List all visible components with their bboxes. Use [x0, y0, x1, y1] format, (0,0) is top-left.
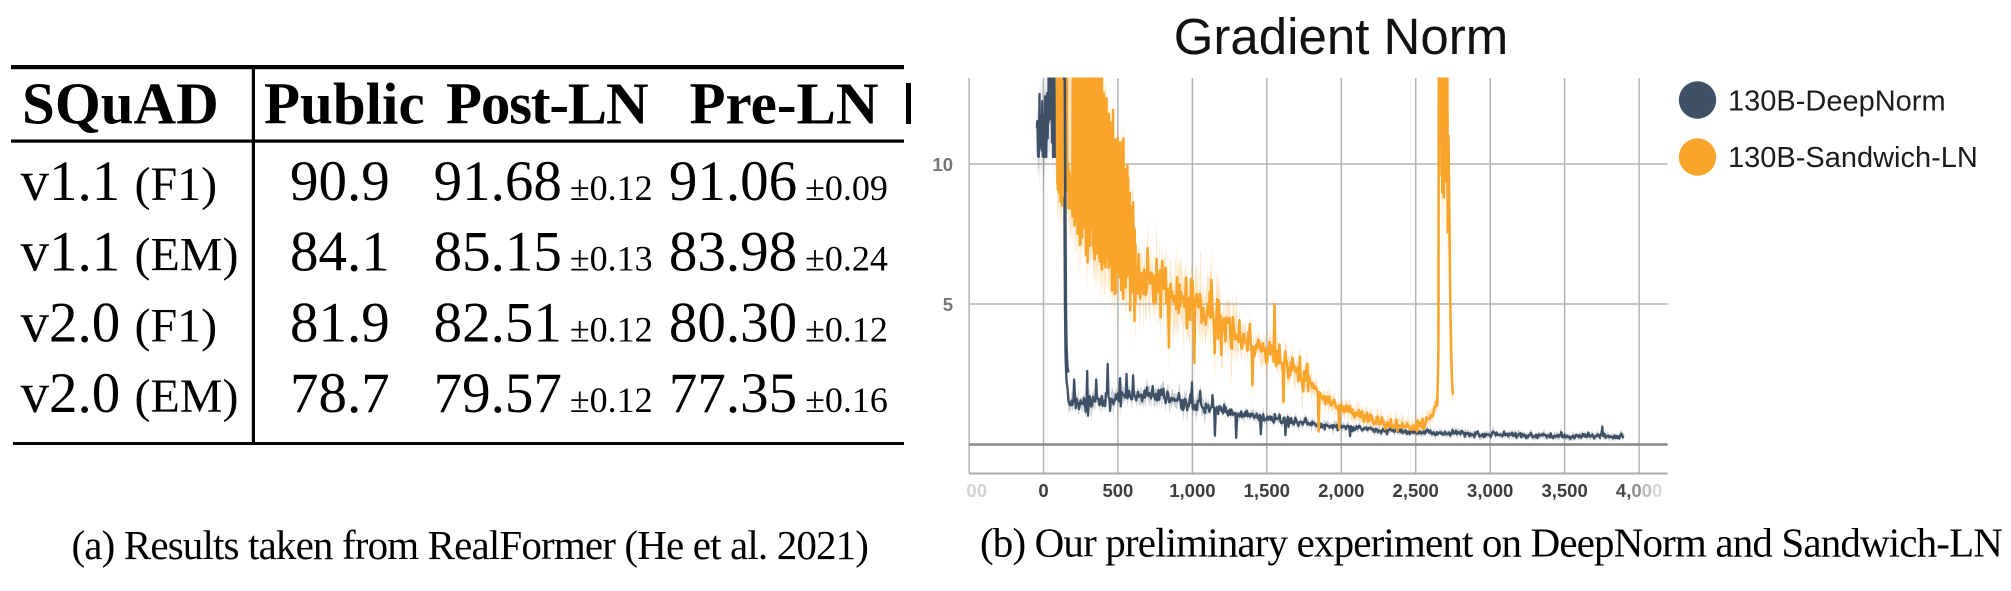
svg-text:2,500: 2,500 — [1393, 480, 1439, 501]
svg-text:(b) Our preliminary experiment: (b) Our preliminary experiment on DeepNo… — [980, 520, 2002, 566]
svg-text:90.9: 90.9 — [290, 150, 390, 213]
svg-text:130B-Sandwich-LN: 130B-Sandwich-LN — [1728, 142, 1978, 174]
svg-text:81.9: 81.9 — [290, 292, 390, 355]
svg-text:SQuAD: SQuAD — [22, 71, 219, 137]
svg-text:00: 00 — [966, 480, 987, 501]
svg-text:v1.1 (F1): v1.1 (F1) — [21, 150, 218, 213]
svg-text:1,500: 1,500 — [1244, 480, 1290, 501]
svg-text:v1.1 (EM): v1.1 (EM) — [21, 220, 239, 283]
svg-text:1,000: 1,000 — [1169, 480, 1215, 501]
svg-text:3,500: 3,500 — [1541, 480, 1587, 501]
svg-text:500: 500 — [1102, 480, 1133, 501]
svg-text:5: 5 — [943, 294, 953, 315]
svg-text:78.7: 78.7 — [290, 362, 390, 425]
svg-text:2,000: 2,000 — [1318, 480, 1364, 501]
svg-text:77.35±0.16: 77.35 ±0.16 — [669, 362, 888, 425]
svg-text:10: 10 — [932, 154, 953, 175]
svg-text:0: 0 — [1038, 480, 1048, 501]
svg-text:Post-LN: Post-LN — [446, 71, 648, 137]
svg-text:v2.0 (EM): v2.0 (EM) — [21, 362, 239, 425]
svg-text:Pre-LN: Pre-LN — [690, 71, 879, 137]
svg-text:130B-DeepNorm: 130B-DeepNorm — [1728, 86, 1946, 118]
svg-text:84.1: 84.1 — [290, 220, 390, 283]
svg-text:Gradient Norm: Gradient Norm — [1174, 8, 1508, 65]
svg-text:3,000: 3,000 — [1467, 480, 1513, 501]
svg-text:Public: Public — [264, 71, 425, 137]
svg-text:v2.0 (F1): v2.0 (F1) — [21, 292, 218, 355]
svg-text:4,000: 4,000 — [1616, 480, 1662, 501]
svg-text:(a) Results taken from RealFor: (a) Results taken from RealFormer (He et… — [72, 522, 869, 568]
